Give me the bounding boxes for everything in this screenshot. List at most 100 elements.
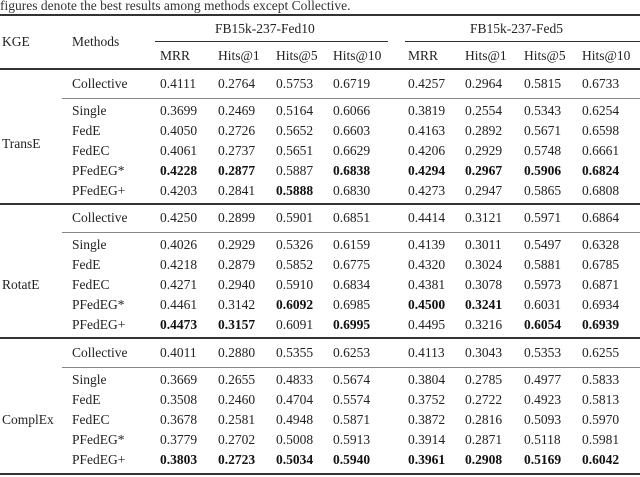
table-cell: 0.3508 bbox=[160, 392, 198, 407]
table-cell: 0.6985 bbox=[333, 297, 371, 312]
table-cell: 0.5651 bbox=[276, 143, 314, 158]
table-cell: 0.5871 bbox=[333, 412, 371, 427]
table-cell: 0.4473 bbox=[160, 317, 198, 332]
table-cell: 0.4495 bbox=[408, 317, 446, 332]
table-cell: 0.4163 bbox=[408, 123, 446, 138]
table-cell: 0.5674 bbox=[333, 372, 371, 387]
method-label: Single bbox=[72, 103, 107, 118]
method-label: Single bbox=[72, 237, 107, 252]
table-cell: 0.6733 bbox=[582, 76, 620, 91]
table-cell: 0.5652 bbox=[276, 123, 314, 138]
table-cell: 0.2929 bbox=[218, 237, 256, 252]
header-metric: Hits@5 bbox=[276, 48, 318, 63]
header-metric: Hits@1 bbox=[218, 48, 260, 63]
table-cell: 0.5910 bbox=[276, 277, 314, 292]
table-cell: 0.5981 bbox=[582, 432, 620, 447]
table-cell: 0.5497 bbox=[524, 237, 562, 252]
header-metric: Hits@5 bbox=[524, 48, 566, 63]
table-cell: 0.6934 bbox=[582, 297, 620, 312]
table-cell: 0.2554 bbox=[465, 103, 503, 118]
table-cell: 0.6939 bbox=[582, 317, 620, 332]
method-label: PFedEG* bbox=[72, 163, 125, 178]
table-cell: 0.3669 bbox=[160, 372, 198, 387]
header-kge: KGE bbox=[2, 34, 30, 49]
method-label: Single bbox=[72, 372, 107, 387]
table-cell: 0.4381 bbox=[408, 277, 446, 292]
table-cell: 0.4833 bbox=[276, 372, 314, 387]
table-cell: 0.5164 bbox=[276, 103, 314, 118]
table-cell: 0.5940 bbox=[333, 452, 371, 467]
table-cell: 0.3216 bbox=[465, 317, 503, 332]
table-cell: 0.3872 bbox=[408, 412, 446, 427]
table-cell: 0.6838 bbox=[333, 163, 371, 178]
table-cell: 0.6031 bbox=[524, 297, 562, 312]
table-cell: 0.5888 bbox=[276, 183, 314, 198]
table-cell: 0.4011 bbox=[160, 345, 197, 360]
header-methods: Methods bbox=[72, 34, 120, 49]
table-cell: 0.5906 bbox=[524, 163, 562, 178]
method-label: PFedEG+ bbox=[72, 183, 126, 198]
table-cell: 0.4414 bbox=[408, 210, 446, 225]
table-cell: 0.5970 bbox=[582, 412, 620, 427]
table-cell: 0.3752 bbox=[408, 392, 446, 407]
table-cell: 0.3914 bbox=[408, 432, 446, 447]
table-cell: 0.6824 bbox=[582, 163, 620, 178]
table-cell: 0.5353 bbox=[524, 345, 562, 360]
table-cell: 0.5169 bbox=[524, 452, 562, 467]
table-cell: 0.6091 bbox=[276, 317, 314, 332]
table-cell: 0.5748 bbox=[524, 143, 562, 158]
table-cell: 0.2816 bbox=[465, 412, 503, 427]
table-cell: 0.2655 bbox=[218, 372, 256, 387]
table-cell: 0.5973 bbox=[524, 277, 562, 292]
table-cell: 0.5815 bbox=[524, 76, 562, 91]
kge-label: TransE bbox=[2, 136, 41, 151]
table-cell: 0.4257 bbox=[408, 76, 446, 91]
table-cell: 0.4320 bbox=[408, 257, 446, 272]
table-cell: 0.5901 bbox=[276, 210, 314, 225]
table-cell: 0.2892 bbox=[465, 123, 503, 138]
table-cell: 0.5865 bbox=[524, 183, 562, 198]
table-cell: 0.6255 bbox=[582, 345, 620, 360]
table-cell: 0.5008 bbox=[276, 432, 314, 447]
table-cell: 0.6830 bbox=[333, 183, 371, 198]
table-cell: 0.6328 bbox=[582, 237, 620, 252]
table-cell: 0.3024 bbox=[465, 257, 503, 272]
table-cell: 0.2880 bbox=[218, 345, 256, 360]
table-cell: 0.2947 bbox=[465, 183, 503, 198]
table-cell: 0.2723 bbox=[218, 452, 256, 467]
table-cell: 0.6851 bbox=[333, 210, 371, 225]
table-cell: 0.4923 bbox=[524, 392, 562, 407]
table-cell: 0.6871 bbox=[582, 277, 620, 292]
table-cell: 0.6159 bbox=[333, 237, 371, 252]
table-cell: 0.4977 bbox=[524, 372, 562, 387]
table-cell: 0.4061 bbox=[160, 143, 198, 158]
table-cell: 0.3157 bbox=[218, 317, 256, 332]
table-cell: 0.4026 bbox=[160, 237, 198, 252]
table-cell: 0.5753 bbox=[276, 76, 314, 91]
table-cell: 0.6054 bbox=[524, 317, 562, 332]
table-cell: 0.6808 bbox=[582, 183, 620, 198]
method-label: PFedEG* bbox=[72, 297, 125, 312]
table-cell: 0.2764 bbox=[218, 76, 256, 91]
table-cell: 0.4250 bbox=[160, 210, 198, 225]
method-label: FedEC bbox=[72, 412, 110, 427]
table-cell: 0.5887 bbox=[276, 163, 314, 178]
table-cell: 0.3699 bbox=[160, 103, 198, 118]
dataset-rule bbox=[155, 41, 388, 42]
kge-label: RotatE bbox=[2, 277, 40, 292]
table-cell: 0.5326 bbox=[276, 237, 314, 252]
table-cell: 0.3804 bbox=[408, 372, 446, 387]
table-cell: 0.2879 bbox=[218, 257, 256, 272]
bottom-rule bbox=[0, 473, 640, 475]
table-cell: 0.4228 bbox=[160, 163, 198, 178]
table-cell: 0.3078 bbox=[465, 277, 503, 292]
table-cell: 0.3121 bbox=[465, 210, 503, 225]
table-cell: 0.5833 bbox=[582, 372, 620, 387]
table-cell: 0.2469 bbox=[218, 103, 256, 118]
table-cell: 0.2581 bbox=[218, 412, 256, 427]
table-cell: 0.2929 bbox=[465, 143, 503, 158]
table-cell: 0.6066 bbox=[333, 103, 371, 118]
group-rule bbox=[0, 337, 640, 339]
table-cell: 0.2908 bbox=[465, 452, 503, 467]
collective-rule bbox=[62, 98, 640, 99]
